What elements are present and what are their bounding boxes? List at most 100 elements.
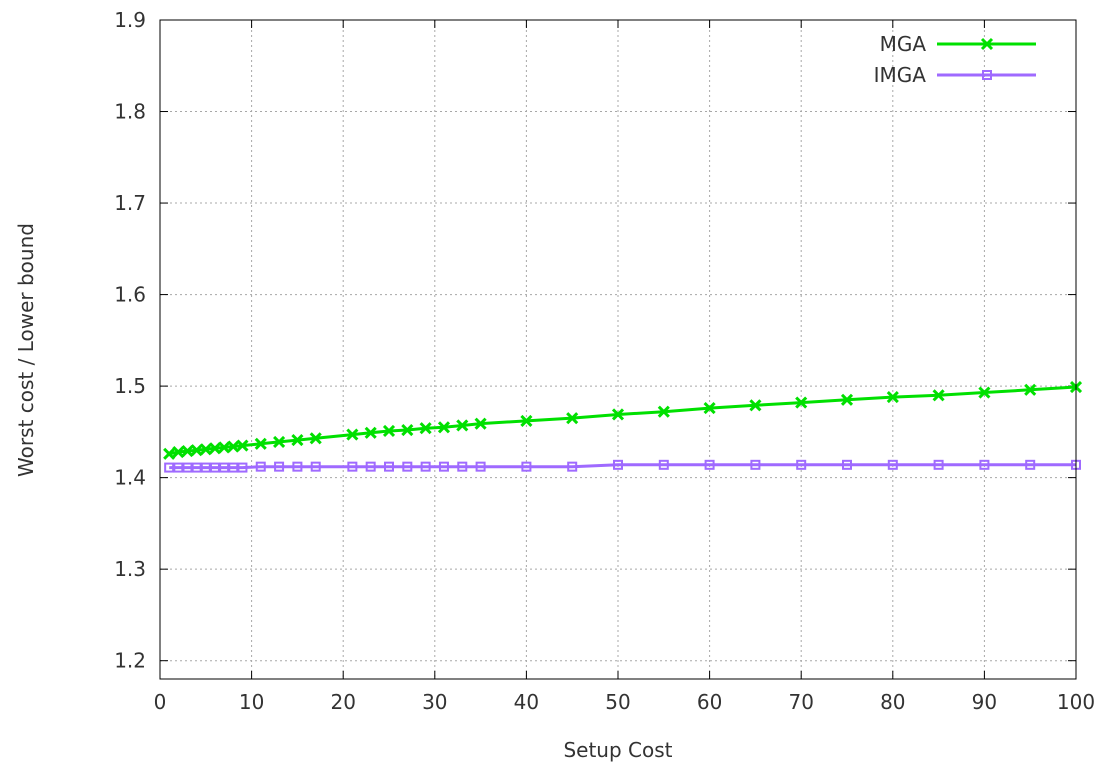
x-tick-label: 40 <box>514 690 539 714</box>
data-point-mga <box>382 424 396 438</box>
y-tick-label: 1.3 <box>114 557 146 581</box>
y-axis-label: Worst cost / Lower bound <box>14 223 38 477</box>
data-point-imga <box>658 459 669 470</box>
data-point-mga <box>291 434 304 447</box>
data-point-mga <box>749 399 762 412</box>
data-point-imga <box>228 462 239 473</box>
y-tick-label: 1.7 <box>114 191 146 215</box>
data-point-mga <box>163 447 176 460</box>
data-point-mga <box>309 432 322 445</box>
data-point-mga <box>227 440 240 453</box>
data-point-imga <box>521 461 532 472</box>
series-mga <box>163 380 1083 460</box>
data-point-mga <box>172 445 185 459</box>
data-point-imga <box>475 461 486 472</box>
data-point-imga <box>933 459 944 470</box>
data-point-imga <box>164 462 175 473</box>
data-point-imga <box>796 459 807 470</box>
data-point-imga <box>255 461 266 472</box>
x-tick-label: 10 <box>239 690 264 714</box>
x-tick-label: 20 <box>330 690 355 714</box>
data-point-imga <box>887 459 898 470</box>
x-tick-label: 90 <box>972 690 997 714</box>
data-point-imga <box>384 461 394 472</box>
y-tick-label: 1.2 <box>114 649 146 673</box>
data-point-mga <box>657 405 670 418</box>
data-point-mga <box>611 408 625 421</box>
data-point-mga <box>886 391 899 404</box>
x-tick-label: 0 <box>154 690 167 714</box>
data-point-mga <box>795 396 808 409</box>
data-point-imga <box>200 462 211 473</box>
data-point-mga <box>419 422 432 435</box>
data-point-imga <box>173 462 184 473</box>
legend-label: MGA <box>880 32 927 56</box>
data-point-imga <box>842 459 852 470</box>
data-point-imga <box>750 459 761 470</box>
tick-labels: 1.2 1.3 1.4 1.5 1.6 1.7 1.8 1.9 0 10 20 30 40 50 60 70 8… <box>114 8 1095 714</box>
data-point-mga <box>190 444 203 457</box>
legend-marker <box>980 37 994 51</box>
data-point-imga <box>402 461 413 472</box>
data-point-imga <box>438 461 449 472</box>
x-tick-label: 70 <box>788 690 813 714</box>
data-point-mga <box>978 386 991 399</box>
x-tick-label: 100 <box>1057 690 1095 714</box>
data-point-imga <box>191 462 202 473</box>
data-point-mga <box>840 393 854 406</box>
data-point-imga <box>1025 459 1036 470</box>
data-point-imga <box>219 462 230 473</box>
x-tick-label: 60 <box>697 690 722 714</box>
data-point-mga <box>401 423 414 437</box>
data-point-imga <box>274 461 285 472</box>
data-point-mga <box>703 402 716 415</box>
data-point-imga <box>613 459 623 470</box>
data-point-mga <box>208 442 222 455</box>
data-point-mga <box>181 445 194 458</box>
data-point-imga <box>292 461 303 472</box>
legend-marker <box>982 70 992 80</box>
x-tick-label: 80 <box>880 690 905 714</box>
data-point-mga <box>437 421 451 434</box>
data-point-imga <box>182 462 193 473</box>
data-point-mga <box>218 441 231 454</box>
x-tick-label: 30 <box>422 690 447 714</box>
data-point-imga <box>420 461 431 472</box>
data-point-imga <box>457 461 468 472</box>
series-line-mga <box>168 385 1077 456</box>
data-point-imga <box>237 462 248 473</box>
legend: MGA IMGA <box>874 32 1036 87</box>
grid <box>159 19 1077 679</box>
plot-frame <box>159 19 1077 680</box>
y-tick-label: 1.4 <box>114 466 146 490</box>
x-axis-label: Setup Cost <box>563 738 672 762</box>
data-point-mga <box>364 426 377 439</box>
data-point-mga <box>1024 383 1037 396</box>
data-point-imga <box>209 462 220 473</box>
x-tick-label: 50 <box>605 690 630 714</box>
data-point-imga <box>365 461 376 472</box>
y-tick-label: 1.6 <box>114 283 146 307</box>
data-point-mga <box>346 428 359 441</box>
y-tick-label: 1.5 <box>114 374 146 398</box>
data-point-mga <box>236 439 249 452</box>
data-point-mga <box>932 389 945 402</box>
data-point-mga <box>456 419 469 432</box>
data-point-imga <box>704 459 715 470</box>
data-point-imga <box>310 461 321 472</box>
data-point-mga <box>273 435 286 449</box>
data-point-imga <box>979 459 990 470</box>
legend-label: IMGA <box>874 63 927 87</box>
data-point-mga <box>474 417 487 430</box>
data-point-mga <box>566 412 579 425</box>
y-tick-label: 1.9 <box>114 8 146 32</box>
y-tick-label: 1.8 <box>114 100 146 124</box>
data-point-mga <box>520 414 533 427</box>
series <box>163 380 1083 473</box>
data-point-mga <box>199 443 212 456</box>
data-point-imga <box>567 461 578 472</box>
series-imga <box>164 459 1081 473</box>
data-point-imga <box>347 461 358 472</box>
data-point-mga <box>254 437 267 450</box>
